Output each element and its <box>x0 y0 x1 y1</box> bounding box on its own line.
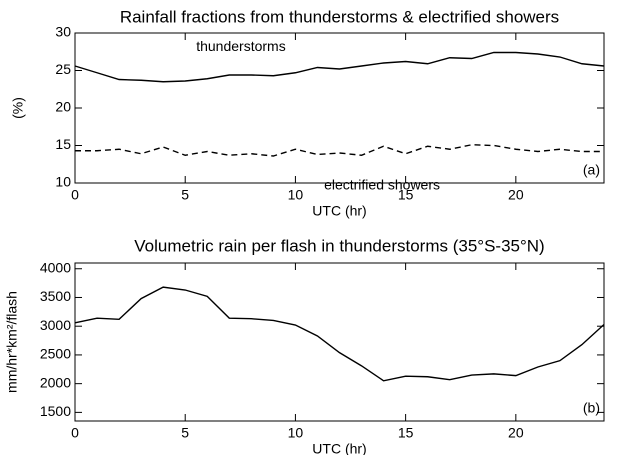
x-axis-label: UTC (hr) <box>312 203 366 219</box>
y-tick-label: 3000 <box>40 317 71 333</box>
data-line <box>74 51 605 83</box>
y-tick-label: 1500 <box>40 403 71 419</box>
y-tick-label: 25 <box>55 61 71 77</box>
panel-label: (b) <box>583 400 600 416</box>
data-line <box>74 286 605 382</box>
series-label: electrified showers <box>324 177 440 193</box>
x-tick-label: 10 <box>288 425 304 441</box>
y-tick-label: 15 <box>55 136 71 152</box>
chart-title: Rainfall fractions from thunderstorms & … <box>120 7 559 26</box>
x-axis-label: UTC (hr) <box>312 441 366 455</box>
chart-title: Volumetric rain per flash in thunderstor… <box>134 236 544 255</box>
y-tick-label: 20 <box>55 99 71 115</box>
data-line <box>75 144 604 157</box>
y-tick-label: 2000 <box>40 374 71 390</box>
x-tick-label: 15 <box>398 187 414 203</box>
y-tick-label: 4000 <box>40 259 71 275</box>
series-label: thunderstorms <box>196 38 285 54</box>
plot-frame <box>74 262 605 422</box>
panel-label: (a) <box>583 162 600 178</box>
y-tick-label: 10 <box>55 174 71 190</box>
y-axis-label: (%) <box>10 97 26 119</box>
plot-frame <box>74 32 605 184</box>
x-tick-label: 5 <box>181 425 189 441</box>
y-tick-label: 3500 <box>40 288 71 304</box>
x-tick-label: 20 <box>508 425 524 441</box>
y-axis-label: mm/hr*km²/flash <box>4 291 20 393</box>
x-tick-label: 5 <box>181 187 189 203</box>
y-tick-label: 30 <box>55 24 71 40</box>
x-tick-label: 10 <box>288 187 304 203</box>
x-tick-label: 20 <box>508 187 524 203</box>
x-tick-label: 15 <box>398 425 414 441</box>
x-tick-label: 0 <box>71 187 79 203</box>
x-tick-label: 0 <box>71 425 79 441</box>
y-tick-label: 2500 <box>40 346 71 362</box>
